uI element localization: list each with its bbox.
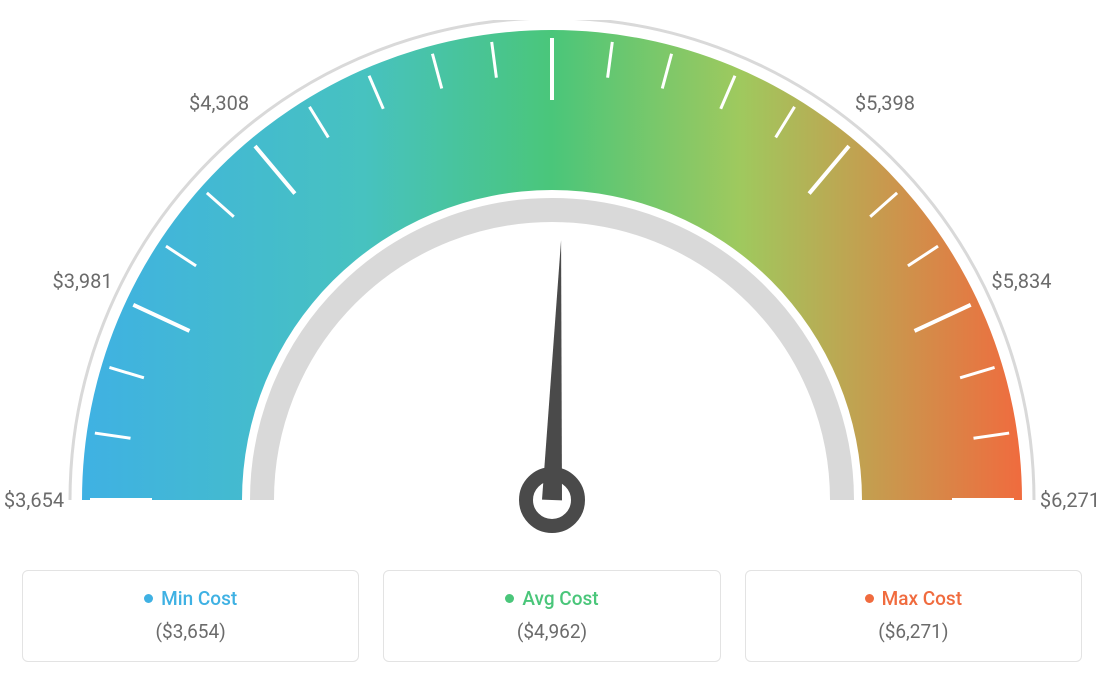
cost-gauge: $3,654$3,981$4,308$4,962$5,398$5,834$6,2… — [22, 20, 1082, 560]
scale-label: $5,834 — [991, 269, 1051, 293]
legend-dot-icon — [144, 594, 153, 603]
legend-title: Avg Cost — [404, 587, 699, 610]
scale-label: $6,271 — [1040, 488, 1100, 512]
legend-row: Min Cost ($3,654) Avg Cost ($4,962) Max Cost… — [22, 570, 1082, 662]
scale-label: $3,981 — [52, 269, 112, 293]
scale-label: $3,654 — [4, 488, 64, 512]
legend-value: ($3,654) — [43, 620, 338, 643]
legend-card: Max Cost ($6,271) — [745, 570, 1082, 662]
legend-dot-icon — [505, 594, 514, 603]
legend-value: ($6,271) — [766, 620, 1061, 643]
legend-card: Min Cost ($3,654) — [22, 570, 359, 662]
legend-title-text: Avg Cost — [522, 587, 598, 610]
legend-value: ($4,962) — [404, 620, 699, 643]
gauge-needle — [542, 240, 562, 500]
legend-title: Max Cost — [766, 587, 1061, 610]
scale-label: $5,398 — [855, 91, 915, 115]
legend-card: Avg Cost ($4,962) — [383, 570, 720, 662]
legend-title-text: Max Cost — [882, 587, 962, 610]
legend-dot-icon — [865, 594, 874, 603]
scale-label: $4,308 — [189, 91, 249, 115]
gauge-svg — [22, 20, 1082, 560]
legend-title: Min Cost — [43, 587, 338, 610]
legend-title-text: Min Cost — [161, 587, 237, 610]
